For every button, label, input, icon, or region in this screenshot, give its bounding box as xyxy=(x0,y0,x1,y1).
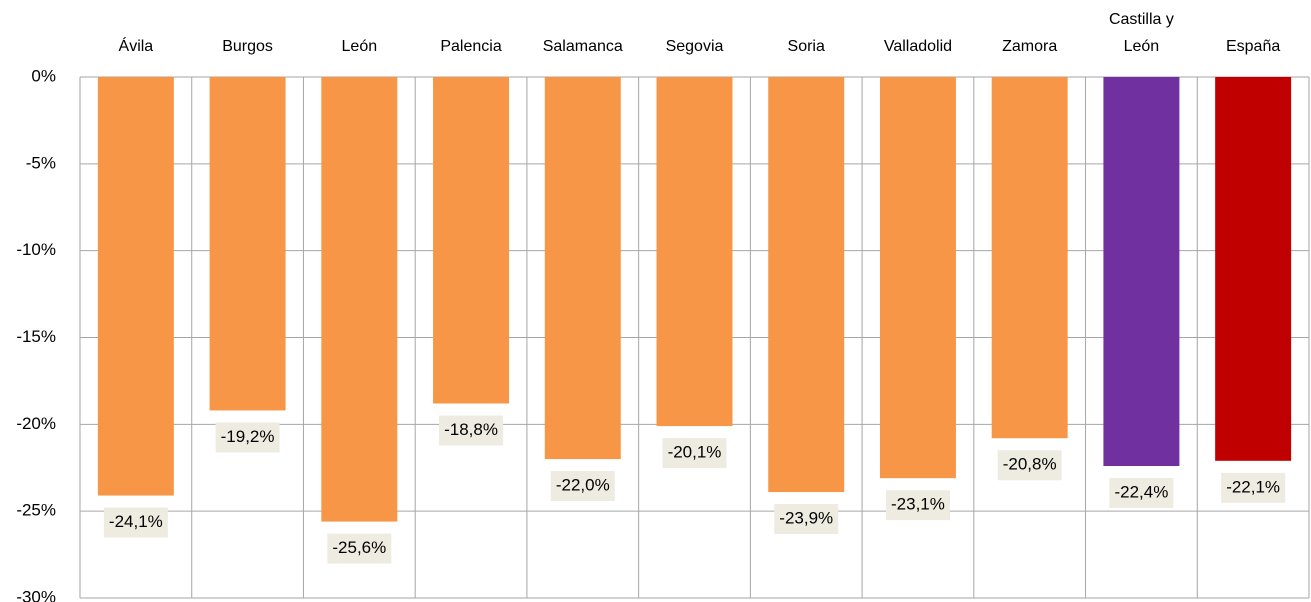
value-label-box xyxy=(103,507,168,538)
value-label-box xyxy=(997,450,1062,481)
x-tick-label: Palencia xyxy=(440,38,502,55)
value-label: -18,8% xyxy=(444,420,498,439)
x-tick-label: León xyxy=(341,38,378,55)
value-label-box xyxy=(1109,478,1174,509)
x-tick-label: Castilla y León xyxy=(1108,11,1174,55)
value-label-box xyxy=(1221,472,1286,503)
value-label: -23,1% xyxy=(891,495,945,514)
bar xyxy=(656,77,733,427)
value-label-box xyxy=(327,533,392,564)
y-tick-label: -15% xyxy=(16,327,56,346)
value-label-box xyxy=(439,415,504,446)
bar xyxy=(544,77,621,460)
value-label-box xyxy=(215,422,280,453)
y-tick-label: 0% xyxy=(31,66,56,85)
bar xyxy=(1215,77,1292,461)
x-tick-label: Burgos xyxy=(222,38,273,55)
value-label-box xyxy=(774,504,839,535)
y-tick-label: -10% xyxy=(16,240,56,259)
value-label: -25,6% xyxy=(332,538,386,557)
value-label-box xyxy=(885,490,950,521)
x-tick-label: Salamanca xyxy=(542,38,623,55)
value-label: -20,1% xyxy=(668,443,722,462)
x-tick-label: Valladolid xyxy=(883,38,953,55)
value-label-box xyxy=(662,438,727,469)
y-tick-label: -5% xyxy=(26,153,56,172)
value-label: -22,1% xyxy=(1226,477,1280,496)
bar xyxy=(991,77,1068,439)
value-label: -20,8% xyxy=(1003,455,1057,474)
value-label-box xyxy=(550,471,615,502)
value-label: -23,9% xyxy=(779,509,833,528)
bar xyxy=(1103,77,1180,467)
y-tick-label: -25% xyxy=(16,501,56,520)
y-tick-label: -30% xyxy=(16,587,56,602)
bar xyxy=(209,77,286,411)
bar xyxy=(433,77,510,404)
x-tick-label: España xyxy=(1225,38,1281,55)
x-tick-label: Soria xyxy=(787,38,825,55)
x-tick-label: Segovia xyxy=(665,38,724,55)
bar xyxy=(321,77,398,522)
value-label: -22,4% xyxy=(1114,482,1168,501)
bar xyxy=(97,77,174,496)
bar xyxy=(768,77,845,493)
bar xyxy=(879,77,956,479)
x-tick-label: Zamora xyxy=(1002,38,1058,55)
value-label: -24,1% xyxy=(109,512,163,531)
x-tick-label: Ávila xyxy=(118,38,154,55)
y-tick-label: -20% xyxy=(16,414,56,433)
value-label: -22,0% xyxy=(556,476,610,495)
value-label: -19,2% xyxy=(221,427,275,446)
